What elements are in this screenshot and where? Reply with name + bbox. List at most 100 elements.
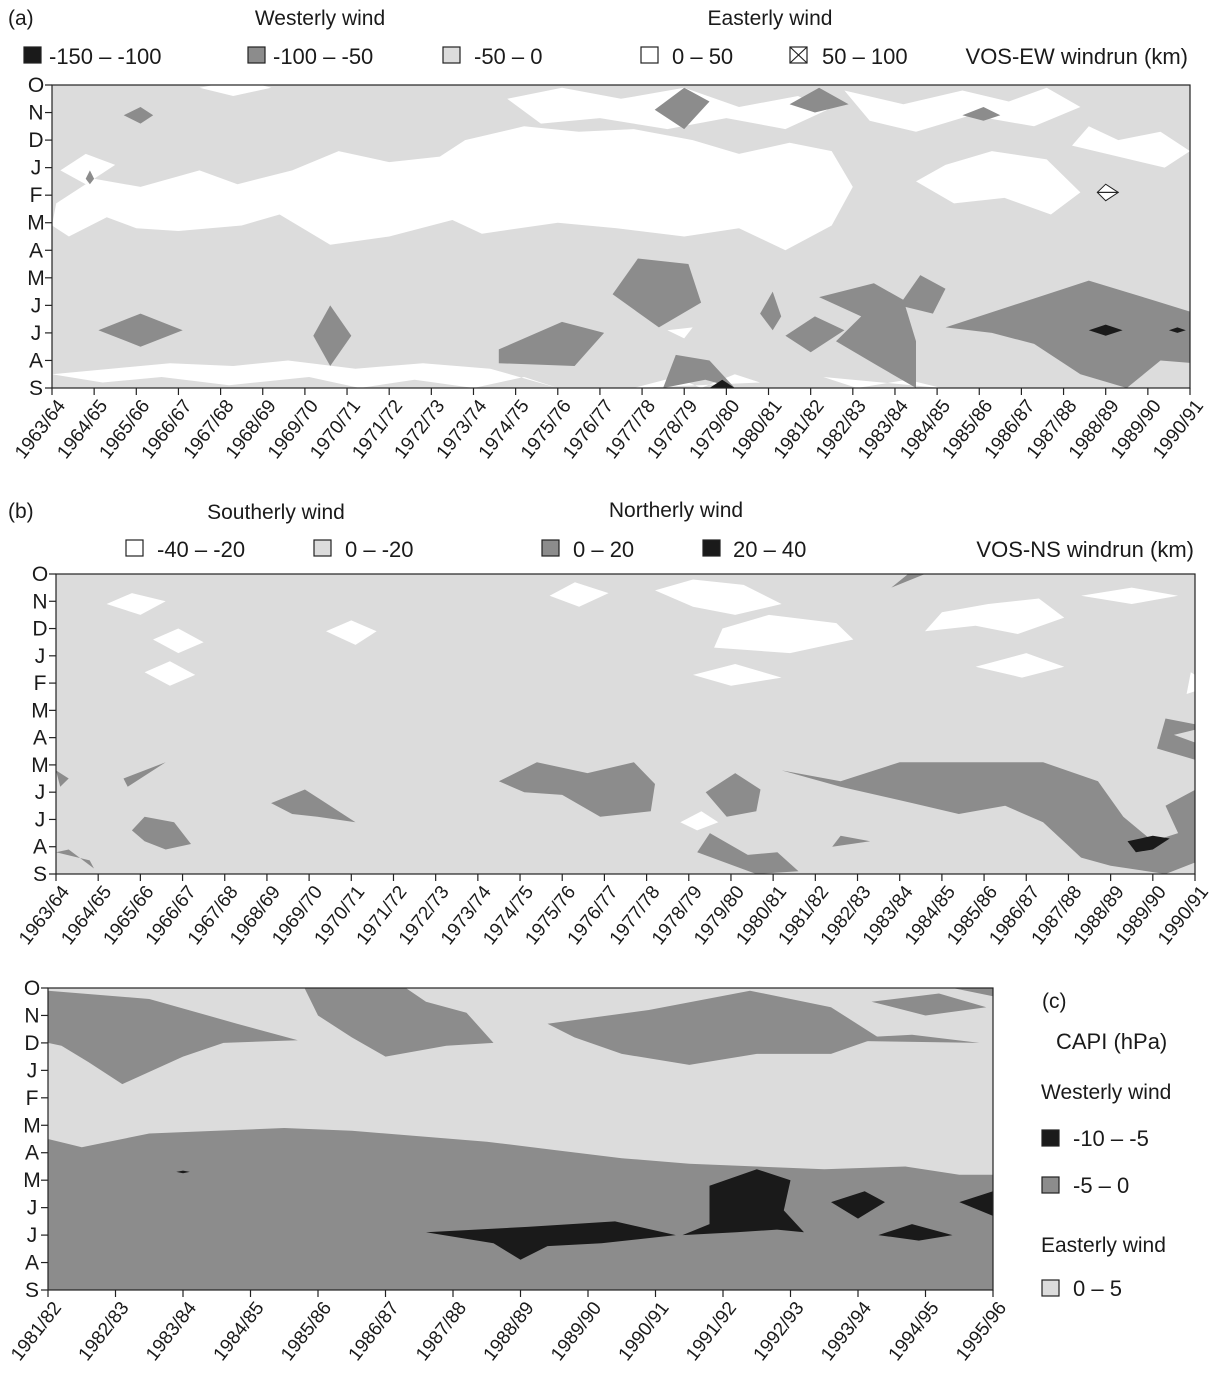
plot-frame [55,573,1196,875]
y-tick-label: A [33,836,47,859]
legend-swatch-a-0 [23,46,42,64]
contour-region [199,85,272,96]
contour-region [789,87,849,113]
contour-region [916,151,1081,215]
variable-label-b: VOS-NS windrun (km) [976,537,1194,562]
contour-region [498,321,605,366]
plot-area-b: ONDJFMAMJJAS1963/641964/651965/661966/67… [15,563,1210,949]
legend-label-b-0: -40 – -20 [157,537,245,562]
panel-a-label: (a) [8,7,34,30]
contour-region [56,770,69,787]
x-tick-label: 1994/95 [885,1298,944,1365]
legend-swatch-a-4 [789,46,808,64]
contour-region [547,990,879,1065]
legend-label-b-1: 0 – -20 [345,537,414,562]
y-tick-label: M [23,1114,41,1137]
y-tick-label: S [29,377,43,400]
y-tick-label: M [23,1169,41,1192]
y-tick-label: J [31,157,42,180]
y-tick-label: D [32,618,47,641]
contour-region [925,598,1065,634]
contour-region [831,1191,885,1219]
contour-region [832,835,871,847]
x-tick-label: 1982/83 [75,1298,134,1365]
y-tick-label: J [35,808,46,831]
legend-swatch-b-0 [125,539,144,557]
contour-region [654,87,710,130]
variable-label-c: CAPI (hPa) [1056,1029,1167,1054]
legend-label-a-4: 50 – 100 [822,44,908,69]
contour-region [781,762,1195,874]
contour-region [891,574,925,588]
contour-region [871,993,987,1016]
y-tick-label: J [31,322,42,345]
contour-region [760,291,782,331]
x-tick-label: 1984/85 [210,1298,269,1365]
contour-region [714,614,854,654]
x-tick-label: 1987/88 [412,1298,471,1365]
x-tick-label: 1989/90 [547,1298,606,1365]
y-tick-label: O [24,977,40,1000]
legend-swatch-c-2 [1041,1279,1060,1297]
legend-swatch-a-3 [640,46,659,64]
contour-region [313,305,352,366]
x-tick-label: 1986/87 [345,1298,404,1365]
plot-frame [51,84,1191,389]
contour-region [1186,672,1195,694]
y-tick-label: N [28,102,43,125]
panel-b-label: (b) [8,500,34,523]
contour-region [975,653,1065,678]
y-tick-label: J [27,1197,38,1220]
contour-region [52,126,853,251]
contour-region [709,379,735,388]
legend-swatch-b-3 [702,539,721,557]
y-tick-label: A [25,1142,39,1165]
y-tick-label: A [29,239,43,262]
y-tick-label: D [28,129,43,152]
contour-region [123,107,154,124]
panel-b: (b) Southerly wind Northerly wind -40 – … [8,499,1210,949]
contour-region [945,280,1190,388]
panel-c-label: (c) [1042,990,1067,1013]
contour-region [98,313,183,347]
x-tick-label: 1991/92 [682,1298,741,1365]
contour-region [693,664,782,686]
contour-region [131,816,191,850]
contour-region [60,153,116,185]
legend-group-title-southerly: Southerly wind [207,501,345,524]
y-tick-label: F [26,1087,39,1110]
y-tick-label: J [35,645,46,668]
contour-region [52,360,558,388]
contour-region [1127,835,1170,853]
contour-region [819,283,916,388]
contour-region [549,582,609,607]
y-tick-label: F [34,672,47,695]
contour-region [106,593,166,615]
y-tick-label: J [35,781,46,804]
legend-label-c-1: -5 – 0 [1073,1173,1129,1198]
plot-area-a: ONDJFMAMJJAS1963/641964/651965/661966/67… [11,74,1208,463]
contour-region [667,327,693,339]
contour-region [48,990,298,1085]
y-tick-label: A [25,1252,39,1275]
legend-group-title-northerly: Northerly wind [609,499,743,522]
y-tick-label: S [33,863,47,886]
contour-region [144,661,196,686]
contour-region [899,275,946,314]
x-tick-label: 1995/96 [952,1298,1011,1365]
contour-region [962,107,1001,121]
contour-region [123,762,166,787]
x-tick-label: 1990/91 [615,1298,674,1365]
y-tick-label: M [31,754,49,777]
contour-region [326,620,377,645]
contour-region [705,773,761,817]
contour-region [1072,126,1190,168]
y-tick-label: D [24,1032,39,1055]
legend-swatch-b-1 [313,539,332,557]
contour-region [426,1221,676,1260]
contour-region [176,1170,190,1174]
contour-region [1081,587,1179,604]
